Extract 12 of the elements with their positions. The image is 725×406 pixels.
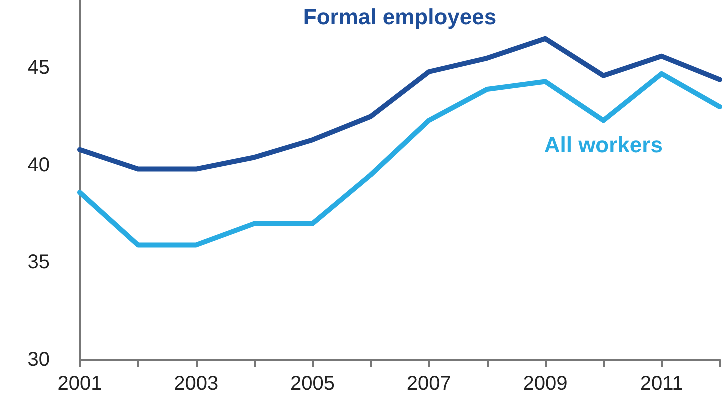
series-label: Formal employees — [303, 4, 497, 30]
x-tick-label: 2005 — [290, 373, 335, 395]
series-label: All workers — [544, 132, 663, 158]
x-tick-label: 2009 — [523, 373, 568, 395]
x-tick-label: 2003 — [174, 373, 219, 395]
y-tick-label: 45 — [28, 57, 50, 80]
x-tick-label: 2007 — [406, 373, 452, 395]
y-tick-label: 40 — [28, 154, 50, 176]
y-tick-label: 30 — [28, 349, 50, 371]
x-tick-label: 2001 — [58, 373, 102, 395]
x-tick-label: 2011 — [640, 373, 684, 395]
y-tick-label: 35 — [28, 252, 50, 274]
